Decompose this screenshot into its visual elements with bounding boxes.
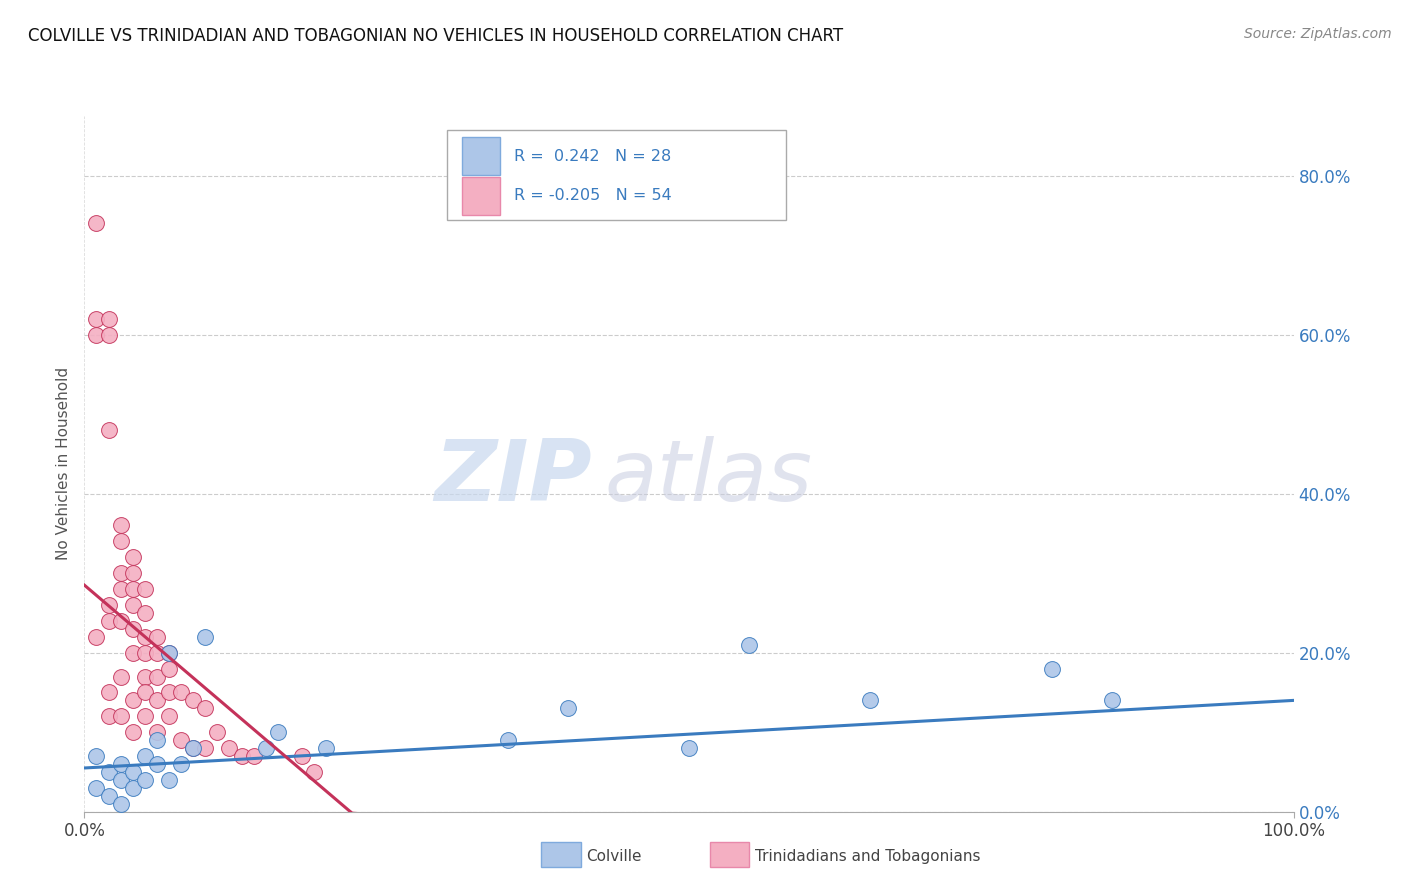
Text: Source: ZipAtlas.com: Source: ZipAtlas.com [1244, 27, 1392, 41]
Point [134, 630, 156, 644]
Point [121, 622, 143, 636]
Point [121, 582, 143, 596]
Point [134, 709, 156, 723]
Point [1040, 662, 1063, 676]
Point [557, 701, 579, 715]
Point [86, 216, 108, 230]
Point [496, 733, 519, 747]
Text: R = -0.205   N = 54: R = -0.205 N = 54 [513, 188, 671, 203]
Point [170, 757, 193, 772]
Point [97, 598, 120, 612]
Point [86, 327, 108, 342]
Point [97, 764, 120, 779]
Point [121, 693, 143, 707]
Point [121, 550, 143, 565]
Point [110, 582, 132, 596]
Point [146, 693, 169, 707]
Point [157, 662, 180, 676]
Point [97, 327, 120, 342]
Point [110, 757, 132, 772]
Point [1101, 693, 1123, 707]
Point [110, 614, 132, 628]
Point [181, 741, 204, 756]
Point [254, 741, 277, 756]
Point [170, 733, 193, 747]
Point [110, 518, 132, 533]
Point [97, 685, 120, 699]
Point [146, 733, 169, 747]
Point [859, 693, 882, 707]
Point [134, 669, 156, 683]
Point [146, 630, 169, 644]
FancyBboxPatch shape [461, 177, 501, 215]
Point [134, 772, 156, 787]
Point [110, 709, 132, 723]
Point [157, 772, 180, 787]
Point [97, 789, 120, 803]
Point [302, 764, 325, 779]
Point [134, 646, 156, 660]
Point [97, 614, 120, 628]
Point [121, 725, 143, 739]
Point [110, 797, 132, 811]
Point [157, 685, 180, 699]
Point [97, 423, 120, 437]
Y-axis label: No Vehicles in Household: No Vehicles in Household [56, 368, 72, 560]
Point [181, 741, 204, 756]
Point [291, 749, 314, 764]
Point [231, 749, 253, 764]
Point [134, 685, 156, 699]
FancyBboxPatch shape [447, 130, 786, 220]
Point [121, 780, 143, 795]
Point [207, 725, 229, 739]
Point [110, 534, 132, 549]
Point [97, 311, 120, 326]
Point [121, 764, 143, 779]
Text: ZIP: ZIP [434, 436, 592, 519]
Point [86, 630, 108, 644]
Point [315, 741, 337, 756]
Point [738, 638, 761, 652]
Point [86, 780, 108, 795]
Point [678, 741, 700, 756]
Point [157, 709, 180, 723]
Point [134, 749, 156, 764]
Text: COLVILLE VS TRINIDADIAN AND TOBAGONIAN NO VEHICLES IN HOUSEHOLD CORRELATION CHAR: COLVILLE VS TRINIDADIAN AND TOBAGONIAN N… [28, 27, 844, 45]
Point [242, 749, 264, 764]
Point [181, 693, 204, 707]
Text: R =  0.242   N = 28: R = 0.242 N = 28 [513, 149, 671, 164]
Point [157, 646, 180, 660]
Point [194, 701, 217, 715]
Point [134, 606, 156, 620]
Point [194, 741, 217, 756]
Point [110, 669, 132, 683]
Point [170, 685, 193, 699]
Point [121, 566, 143, 581]
Point [194, 630, 217, 644]
Point [146, 646, 169, 660]
Point [157, 646, 180, 660]
Point [110, 566, 132, 581]
Point [86, 311, 108, 326]
Point [110, 772, 132, 787]
Point [146, 757, 169, 772]
FancyBboxPatch shape [461, 137, 501, 176]
Point [134, 582, 156, 596]
Point [86, 749, 108, 764]
Text: Trinidadians and Tobagonians: Trinidadians and Tobagonians [755, 849, 980, 863]
Point [121, 646, 143, 660]
Text: atlas: atlas [605, 436, 813, 519]
Point [218, 741, 240, 756]
Point [121, 598, 143, 612]
Point [146, 669, 169, 683]
Text: Colville: Colville [586, 849, 641, 863]
Point [97, 709, 120, 723]
Point [267, 725, 290, 739]
Point [146, 725, 169, 739]
